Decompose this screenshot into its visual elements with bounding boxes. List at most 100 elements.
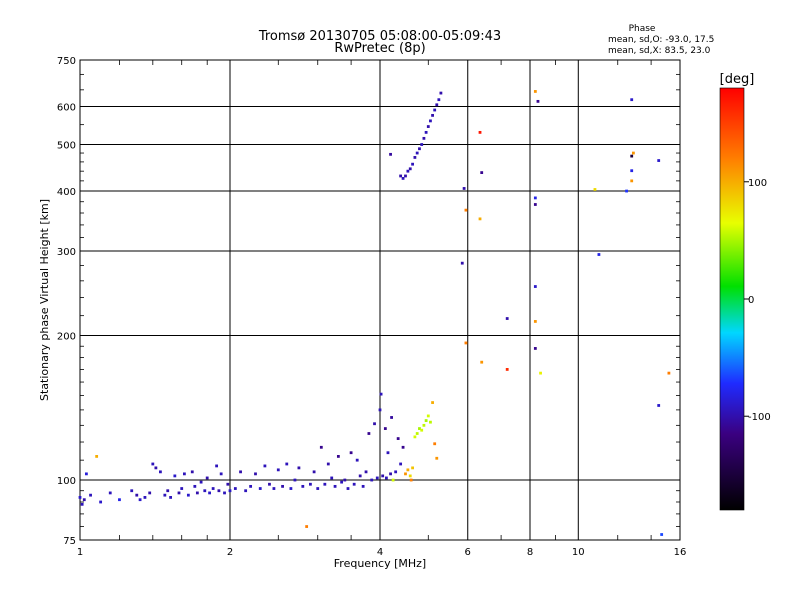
data-point (289, 487, 293, 490)
colorbar-ticks: 100 0 -100 (744, 178, 771, 423)
data-point (138, 498, 142, 502)
data-point (435, 456, 439, 460)
data-point (215, 464, 219, 468)
data-point (431, 113, 434, 117)
data-point (203, 489, 207, 493)
data-point (226, 482, 230, 486)
phase-o-stats: mean, sd,O: -93.0, 17.5 (608, 35, 714, 45)
data-point (409, 478, 413, 482)
y-tick-label: 100 (57, 476, 76, 487)
y-tick-label: 500 (57, 141, 76, 152)
data-point (408, 474, 412, 478)
y-tick-label: 400 (57, 187, 76, 198)
data-point (631, 151, 635, 155)
data-point (312, 470, 316, 474)
data-point (249, 484, 253, 488)
data-point (399, 174, 403, 178)
data-point (352, 482, 356, 486)
data-point (143, 496, 147, 499)
data-point (193, 484, 197, 488)
data-point (89, 493, 92, 497)
data-point (276, 468, 280, 472)
data-point (195, 491, 199, 495)
data-point (272, 487, 276, 490)
y-tick-label: 750 (57, 56, 76, 67)
data-point (396, 437, 400, 440)
data-point (464, 341, 468, 345)
data-point (433, 108, 437, 112)
x-tick-label: 1 (77, 547, 83, 558)
colorbar-tick-label: 0 (748, 295, 754, 306)
data-point (384, 476, 388, 480)
data-point (343, 478, 347, 482)
plot-area: 1 2 4 6 8 10 16 75 100 200 300 400 500 600 750 (57, 56, 686, 558)
data-point (166, 489, 170, 493)
data-point (422, 136, 426, 140)
x-axis-label: Frequency [MHz] (334, 557, 426, 570)
phase-x-stats: mean, sd,X: 83.5, 23.0 (608, 46, 711, 56)
data-point (418, 427, 421, 430)
data-point (406, 468, 410, 472)
data-point (336, 455, 340, 458)
data-point (297, 466, 301, 470)
data-point (437, 98, 441, 102)
data-point (533, 285, 537, 288)
data-point (78, 496, 82, 499)
data-point (130, 489, 134, 493)
data-point (378, 408, 382, 412)
data-point (281, 484, 284, 488)
data-point (244, 489, 248, 493)
data-point (630, 169, 634, 173)
data-point (381, 474, 385, 478)
data-point (401, 177, 405, 180)
x-tick-label: 16 (674, 547, 687, 558)
data-point (533, 196, 537, 200)
data-point (439, 91, 443, 95)
data-point (95, 455, 99, 458)
data-point (422, 423, 426, 427)
data-point (394, 470, 398, 474)
data-point (99, 500, 103, 504)
data-point (415, 432, 419, 435)
data-point (370, 478, 374, 482)
data-point (349, 451, 353, 455)
data-point (536, 99, 540, 103)
data-point (480, 171, 484, 174)
data-point (533, 347, 537, 350)
data-point (190, 470, 194, 474)
data-point (169, 496, 173, 499)
data-point (391, 478, 395, 482)
data-point (223, 491, 226, 495)
data-point (135, 493, 139, 497)
data-point (390, 416, 393, 419)
data-point (478, 217, 482, 221)
data-point (118, 498, 121, 502)
data-point (401, 445, 405, 449)
colorbar-gradient (719, 87, 745, 511)
colorbar-tick-label: -100 (748, 412, 771, 423)
data-point (533, 90, 537, 93)
y-tick-label: 300 (57, 247, 76, 258)
data-point (593, 188, 597, 191)
grid (80, 60, 680, 540)
data-point (460, 261, 464, 265)
data-point (539, 371, 542, 375)
data-point (379, 392, 383, 396)
data-point (597, 253, 601, 256)
data-point (258, 487, 262, 490)
colorbar-tick-label: 100 (748, 178, 767, 189)
data-point (420, 428, 424, 432)
data-point (657, 159, 661, 162)
data-point (420, 143, 424, 146)
data-point (505, 317, 509, 320)
y-axis-label: Stationary phase Virtual Height [km] (38, 199, 51, 401)
x-tick-label: 10 (572, 547, 585, 558)
data-point (533, 320, 537, 323)
data-point (199, 480, 203, 484)
data-point (211, 487, 215, 490)
data-point (219, 472, 223, 476)
data-point (630, 154, 634, 158)
data-point (163, 493, 167, 497)
data-point (413, 435, 417, 439)
data-point (464, 208, 468, 212)
